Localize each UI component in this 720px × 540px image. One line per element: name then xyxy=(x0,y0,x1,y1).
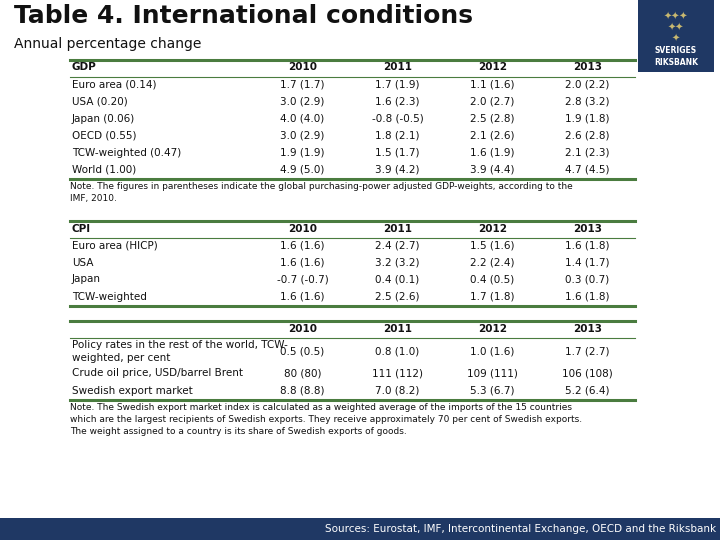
Text: 1.1 (1.6): 1.1 (1.6) xyxy=(470,79,515,90)
Text: 2011: 2011 xyxy=(383,63,412,72)
Text: Note. The figures in parentheses indicate the global purchasing-power adjusted G: Note. The figures in parentheses indicat… xyxy=(70,182,572,203)
Text: 0.3 (0.7): 0.3 (0.7) xyxy=(565,274,610,285)
Text: 0.4 (0.5): 0.4 (0.5) xyxy=(470,274,515,285)
Text: TCW-weighted: TCW-weighted xyxy=(72,292,147,301)
Text: 1.9 (1.8): 1.9 (1.8) xyxy=(565,113,610,124)
Text: 2.1 (2.6): 2.1 (2.6) xyxy=(470,131,515,140)
Text: 2010: 2010 xyxy=(288,224,317,233)
Text: 4.9 (5.0): 4.9 (5.0) xyxy=(280,165,325,174)
Text: 2.1 (2.3): 2.1 (2.3) xyxy=(565,147,610,158)
Text: 111 (112): 111 (112) xyxy=(372,368,423,379)
Text: Swedish export market: Swedish export market xyxy=(72,386,193,395)
Text: 2.4 (2.7): 2.4 (2.7) xyxy=(375,240,420,251)
Text: 1.4 (1.7): 1.4 (1.7) xyxy=(565,258,610,267)
Text: 1.0 (1.6): 1.0 (1.6) xyxy=(470,346,515,356)
Text: 2.5 (2.6): 2.5 (2.6) xyxy=(375,292,420,301)
Text: 8.8 (8.8): 8.8 (8.8) xyxy=(280,386,325,395)
Text: 2.8 (3.2): 2.8 (3.2) xyxy=(565,97,610,106)
Text: 1.6 (1.8): 1.6 (1.8) xyxy=(565,240,610,251)
Text: SVERIGES
RIKSBANK: SVERIGES RIKSBANK xyxy=(654,46,698,66)
Text: 1.6 (1.6): 1.6 (1.6) xyxy=(280,258,325,267)
Text: 80 (80): 80 (80) xyxy=(284,368,321,379)
Text: Policy rates in the rest of the world, TCW-
weighted, per cent: Policy rates in the rest of the world, T… xyxy=(72,340,288,363)
Text: USA (0.20): USA (0.20) xyxy=(72,97,127,106)
Text: -0.7 (-0.7): -0.7 (-0.7) xyxy=(276,274,328,285)
Text: 3.2 (3.2): 3.2 (3.2) xyxy=(375,258,420,267)
Text: 1.6 (1.9): 1.6 (1.9) xyxy=(470,147,515,158)
Text: 1.7 (1.7): 1.7 (1.7) xyxy=(280,79,325,90)
Text: 106 (108): 106 (108) xyxy=(562,368,613,379)
Text: 2010: 2010 xyxy=(288,63,317,72)
Text: Crude oil price, USD/barrel Brent: Crude oil price, USD/barrel Brent xyxy=(72,368,243,379)
Text: 1.5 (1.6): 1.5 (1.6) xyxy=(470,240,515,251)
Text: Annual percentage change: Annual percentage change xyxy=(14,37,202,51)
Text: 3.9 (4.2): 3.9 (4.2) xyxy=(375,165,420,174)
Text: 0.8 (1.0): 0.8 (1.0) xyxy=(375,346,420,356)
Text: Euro area (HICP): Euro area (HICP) xyxy=(72,240,158,251)
Text: 7.0 (8.2): 7.0 (8.2) xyxy=(375,386,420,395)
Text: 2011: 2011 xyxy=(383,323,412,334)
Text: 2012: 2012 xyxy=(478,63,507,72)
Text: 1.6 (1.6): 1.6 (1.6) xyxy=(280,240,325,251)
Text: 4.7 (4.5): 4.7 (4.5) xyxy=(565,165,610,174)
Text: 2.6 (2.8): 2.6 (2.8) xyxy=(565,131,610,140)
Text: 109 (111): 109 (111) xyxy=(467,368,518,379)
Text: -0.8 (-0.5): -0.8 (-0.5) xyxy=(372,113,423,124)
Text: 3.0 (2.9): 3.0 (2.9) xyxy=(280,97,325,106)
Text: 0.4 (0.1): 0.4 (0.1) xyxy=(375,274,420,285)
Text: 2.5 (2.8): 2.5 (2.8) xyxy=(470,113,515,124)
Text: Japan: Japan xyxy=(72,274,101,285)
Text: 5.2 (6.4): 5.2 (6.4) xyxy=(565,386,610,395)
Text: 1.9 (1.9): 1.9 (1.9) xyxy=(280,147,325,158)
Text: 2013: 2013 xyxy=(573,323,602,334)
Text: 2013: 2013 xyxy=(573,63,602,72)
Text: GDP: GDP xyxy=(72,63,96,72)
Text: 4.0 (4.0): 4.0 (4.0) xyxy=(280,113,325,124)
Text: 2013: 2013 xyxy=(573,224,602,233)
Text: 0.5 (0.5): 0.5 (0.5) xyxy=(280,346,325,356)
Text: 3.9 (4.4): 3.9 (4.4) xyxy=(470,165,515,174)
Bar xyxy=(638,0,714,72)
Text: ✦✦✦
✦✦
✦: ✦✦✦ ✦✦ ✦ xyxy=(664,11,688,43)
Text: Japan (0.06): Japan (0.06) xyxy=(72,113,135,124)
Text: Euro area (0.14): Euro area (0.14) xyxy=(72,79,156,90)
Text: 2.0 (2.7): 2.0 (2.7) xyxy=(470,97,515,106)
Text: Table 4. International conditions: Table 4. International conditions xyxy=(14,4,473,28)
Text: 2012: 2012 xyxy=(478,224,507,233)
Text: 2.0 (2.2): 2.0 (2.2) xyxy=(565,79,610,90)
Bar xyxy=(0,518,720,540)
Text: 2012: 2012 xyxy=(478,323,507,334)
Text: 2.2 (2.4): 2.2 (2.4) xyxy=(470,258,515,267)
Text: 1.7 (1.9): 1.7 (1.9) xyxy=(375,79,420,90)
Text: 1.6 (1.8): 1.6 (1.8) xyxy=(565,292,610,301)
Text: CPI: CPI xyxy=(72,224,91,233)
Text: 5.3 (6.7): 5.3 (6.7) xyxy=(470,386,515,395)
Text: 1.6 (2.3): 1.6 (2.3) xyxy=(375,97,420,106)
Text: 1.7 (1.8): 1.7 (1.8) xyxy=(470,292,515,301)
Text: World (1.00): World (1.00) xyxy=(72,165,136,174)
Text: Note. The Swedish export market index is calculated as a weighted average of the: Note. The Swedish export market index is… xyxy=(70,403,582,436)
Text: Sources: Eurostat, IMF, Intercontinental Exchange, OECD and the Riksbank: Sources: Eurostat, IMF, Intercontinental… xyxy=(325,524,716,534)
Text: 3.0 (2.9): 3.0 (2.9) xyxy=(280,131,325,140)
Text: 1.8 (2.1): 1.8 (2.1) xyxy=(375,131,420,140)
Text: USA: USA xyxy=(72,258,94,267)
Text: 2010: 2010 xyxy=(288,323,317,334)
Text: TCW-weighted (0.47): TCW-weighted (0.47) xyxy=(72,147,181,158)
Text: 1.7 (2.7): 1.7 (2.7) xyxy=(565,346,610,356)
Text: 1.6 (1.6): 1.6 (1.6) xyxy=(280,292,325,301)
Text: 2011: 2011 xyxy=(383,224,412,233)
Text: OECD (0.55): OECD (0.55) xyxy=(72,131,137,140)
Text: 1.5 (1.7): 1.5 (1.7) xyxy=(375,147,420,158)
